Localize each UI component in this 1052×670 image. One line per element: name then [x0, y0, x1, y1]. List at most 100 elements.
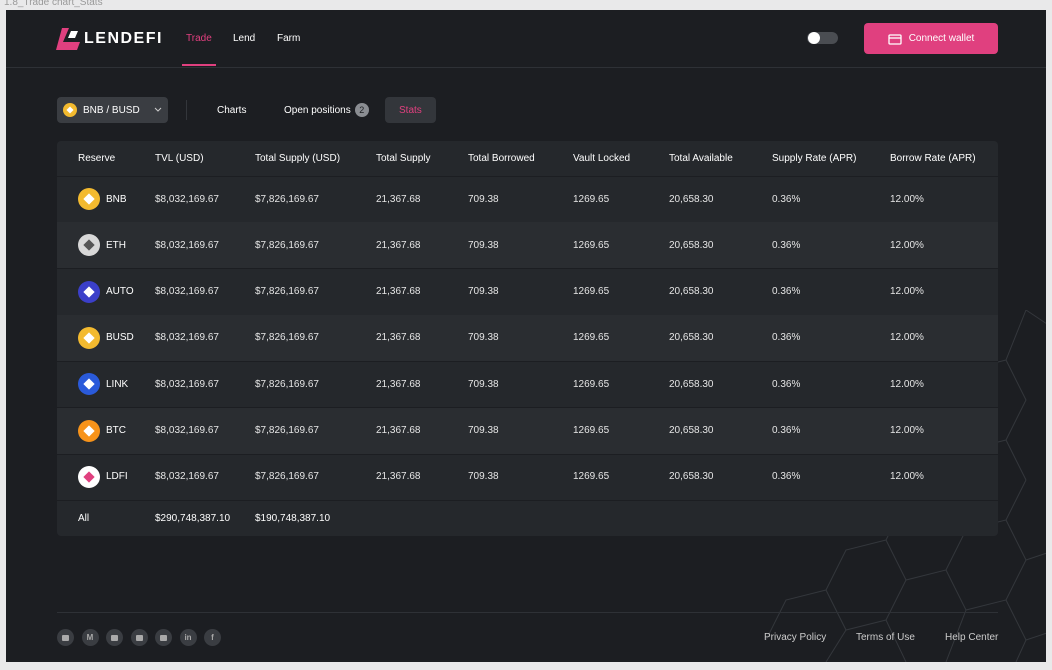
social-icon[interactable]: in: [179, 629, 197, 646]
pair-select[interactable]: BNB / BUSD: [57, 97, 168, 123]
table-cell: $7,826,169.67: [255, 378, 319, 390]
table-row: ETH $8,032,169.67 $7,826,169.67 21,367.68 70…: [57, 222, 998, 270]
table-cell: 12.00%: [890, 378, 924, 390]
connect-wallet-label: Connect wallet: [908, 33, 975, 44]
table-cell: $8,032,169.67: [155, 332, 219, 344]
table-cell: $8,032,169.67: [155, 286, 219, 298]
table-cell: 20,658.30: [669, 193, 714, 205]
social-glyph: [160, 634, 167, 641]
token-icon: [78, 465, 100, 488]
connect-wallet-button[interactable]: Connect wallet: [864, 23, 998, 54]
table-cell: $8,032,169.67: [155, 471, 219, 483]
social-icon[interactable]: [155, 629, 172, 646]
footer-link[interactable]: Help Center: [945, 632, 999, 643]
token-name: LDFI: [106, 471, 128, 483]
table-cell: 1269.65: [573, 239, 610, 251]
tab-divider: [186, 100, 187, 120]
table-cell: 20,658.30: [669, 286, 714, 298]
table-cell: 0.36%: [772, 378, 801, 390]
table-cell: 0.36%: [772, 425, 801, 436]
table-cell: 709.38: [468, 471, 499, 483]
tab-label: Stats: [399, 104, 422, 116]
token-glyph: [83, 332, 95, 344]
table-cell: 1269.65: [573, 378, 610, 390]
table-cell: 20,658.30: [669, 239, 714, 251]
token-icon: [78, 280, 100, 303]
header-cell: Borrow Rate (APR): [890, 153, 976, 164]
token-glyph: [83, 193, 95, 205]
token-icon: [78, 188, 100, 210]
tab-label: Open positions: [284, 104, 351, 116]
token-name: BNB: [106, 193, 127, 205]
table-cell: $8,032,169.67: [155, 378, 219, 390]
table-cell: $7,826,169.67: [255, 332, 319, 344]
token-icon: [78, 419, 100, 442]
chevron: [154, 107, 162, 112]
nav-divider: [6, 67, 1046, 68]
token-name: BUSD: [106, 332, 134, 344]
footer-cell: $290,748,387.10: [155, 512, 231, 524]
table-cell: 1269.65: [573, 286, 610, 298]
token-name: LINK: [106, 378, 129, 390]
social-glyph: [111, 634, 118, 641]
table-cell: 21,367.68: [376, 425, 421, 436]
active-underline: [182, 64, 216, 66]
footer-divider: [57, 612, 998, 613]
table-cell: 20,658.30: [669, 425, 714, 436]
footer-cell: $190,748,387.10: [255, 512, 331, 524]
table-cell: 0.36%: [772, 286, 801, 298]
social-icon[interactable]: M: [81, 629, 99, 646]
app-frame: LENDEFI Connect wallet BNB / BUSD Reserv…: [6, 10, 1046, 662]
tab[interactable]: Charts: [217, 97, 246, 123]
bnb-icon: [63, 103, 77, 117]
table-row: BUSD $8,032,169.67 $7,826,169.67 21,367.68 7…: [57, 314, 998, 362]
social-icon[interactable]: f: [204, 629, 221, 646]
token-icon: [78, 326, 100, 349]
table-cell: 0.36%: [772, 239, 801, 251]
table-cell: 21,367.68: [376, 193, 421, 205]
tab[interactable]: Stats: [385, 97, 436, 123]
footer-link[interactable]: Privacy Policy: [764, 632, 827, 643]
table-cell: $7,826,169.67: [255, 239, 319, 251]
token-name: ETH: [106, 239, 126, 251]
token-glyph: [83, 239, 95, 251]
nav-link[interactable]: Lend: [233, 33, 256, 44]
frame-label: 1.8_Trade chart_Stats: [4, 0, 103, 8]
table-cell: 1269.65: [573, 471, 610, 483]
footer-link[interactable]: Terms of Use: [856, 632, 915, 643]
nav-link[interactable]: Trade: [186, 33, 212, 44]
social-glyph: [62, 634, 69, 641]
nav-link[interactable]: Farm: [277, 33, 301, 44]
wallet-icon: [888, 33, 902, 45]
table-cell: 0.36%: [772, 332, 801, 344]
token-name: AUTO: [106, 286, 134, 298]
table-cell: 709.38: [468, 425, 499, 436]
header-cell: Total Available: [669, 153, 733, 164]
table-cell: 21,367.68: [376, 332, 421, 344]
table-cell: 0.36%: [772, 471, 801, 483]
social-icon[interactable]: [130, 629, 148, 646]
social-icon[interactable]: [57, 629, 74, 646]
logo-text: LENDEFI: [84, 30, 163, 47]
table-cell: $7,826,169.67: [255, 286, 319, 298]
table-row: LINK $8,032,169.67 $7,826,169.67 21,367.68 7…: [57, 361, 998, 409]
stats-table: Reserve TVL (USD) Total Supply (USD) Total …: [57, 141, 998, 536]
theme-toggle[interactable]: [807, 32, 838, 44]
table-cell: 12.00%: [890, 286, 924, 298]
social-glyph: [135, 634, 143, 641]
tab[interactable]: Open positions 2: [284, 97, 369, 123]
table-cell: 12.00%: [890, 332, 924, 344]
table-cell: $7,826,169.67: [255, 471, 319, 483]
table-cell: $8,032,169.67: [155, 193, 219, 205]
table-cell: 709.38: [468, 378, 499, 390]
table-cell: 1269.65: [573, 425, 610, 436]
table-row: AUTO $8,032,169.67 $7,826,169.67 21,367.68 7…: [57, 269, 998, 316]
token-glyph: [83, 378, 95, 390]
table-cell: 709.38: [468, 286, 499, 298]
token-glyph: [83, 285, 95, 298]
social-icon[interactable]: [106, 629, 123, 646]
table-footer: All $290,748,387.10 $190,748,387.10: [57, 500, 998, 536]
tab-label: Charts: [217, 104, 247, 116]
table-cell: 709.38: [468, 193, 499, 205]
pair-label: BNB / BUSD: [83, 104, 140, 116]
